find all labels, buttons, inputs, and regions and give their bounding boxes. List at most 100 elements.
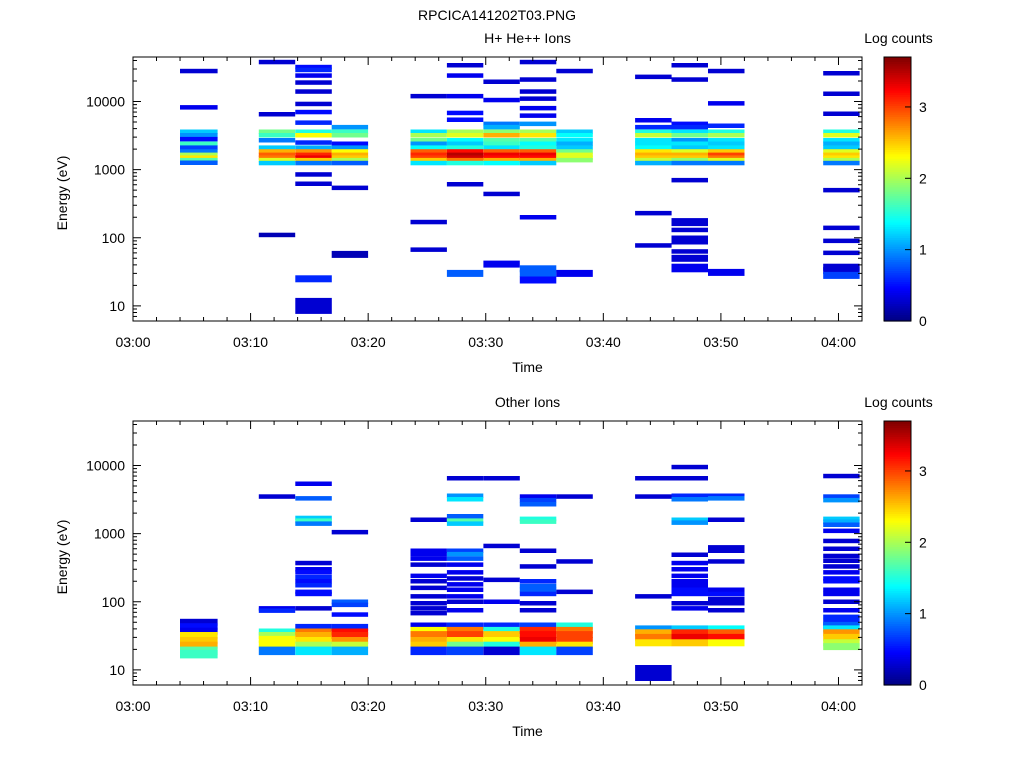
colorbar-segment xyxy=(884,509,911,512)
y-axis: 10 100 1000 10000 xyxy=(86,423,862,686)
cell-c5-b9 xyxy=(446,562,484,567)
cell-c2-b7 xyxy=(295,120,332,125)
colorbar-segment xyxy=(884,131,911,135)
colorbar-segment xyxy=(884,550,911,554)
cell-c12-b4 xyxy=(823,133,860,138)
cell-c6-b1 xyxy=(483,543,520,549)
y-tick-label: 10000 xyxy=(86,458,125,474)
colorbar-segment xyxy=(884,544,911,547)
cell-c4-b2 xyxy=(410,551,447,557)
cell-c7-b14 xyxy=(519,626,557,634)
colorbar-segment xyxy=(884,616,911,620)
colorbar-segment xyxy=(884,502,911,506)
cell-c10-b3 xyxy=(671,497,708,502)
colorbar-segment xyxy=(884,575,911,578)
colorbar-segment xyxy=(884,599,911,602)
x-axis-label: Time xyxy=(512,359,543,375)
colorbar-segment xyxy=(884,482,911,486)
colorbar-segment xyxy=(884,206,911,210)
cell-c0-b2 xyxy=(180,627,218,635)
cell-c5-b3 xyxy=(446,110,484,116)
colorbar-segment xyxy=(884,138,911,142)
colorbar-segment xyxy=(884,68,911,71)
x-tick-label: 03:20 xyxy=(351,334,386,350)
cell-c4-b7 xyxy=(410,585,447,591)
cell-c2-b4 xyxy=(295,521,332,526)
y-tick-label: 10000 xyxy=(86,94,125,110)
cell-c5-b19 xyxy=(446,631,484,639)
cell-c4-b9 xyxy=(410,157,447,163)
colorbar-segment xyxy=(884,63,911,67)
cell-c0-b7 xyxy=(180,649,218,659)
colorbar-tick-label: 3 xyxy=(919,99,927,115)
x-tick-label: 03:30 xyxy=(468,698,503,714)
cell-c10-b18 xyxy=(671,633,708,641)
x-tick-label: 03:40 xyxy=(586,334,621,350)
x-tick-label: 03:20 xyxy=(351,698,386,714)
cell-c10-b12 xyxy=(671,157,708,163)
colorbar-segment xyxy=(884,228,911,232)
cell-c10-b3 xyxy=(671,124,708,130)
colorbar-segment xyxy=(884,277,911,280)
cell-c10-b9 xyxy=(671,573,708,579)
colorbar-segment xyxy=(884,74,911,78)
cell-c5-b4 xyxy=(446,518,484,523)
cell-c8-b0 xyxy=(556,68,593,74)
cell-c3-b2 xyxy=(331,602,369,608)
cell-c10-b7 xyxy=(671,560,708,566)
cell-c2-b10 xyxy=(295,583,332,588)
cell-c11-b14 xyxy=(708,639,745,647)
x-tick-label: 03:50 xyxy=(703,334,738,350)
plot-frame xyxy=(132,420,863,686)
cell-c7-b20 xyxy=(519,276,557,284)
cell-c4-b17 xyxy=(410,646,447,656)
figure-title: RPCICA141202T03.PNG xyxy=(418,7,576,23)
cell-c2-b14 xyxy=(295,155,332,160)
colorbar-segment xyxy=(884,636,911,640)
cell-c5-b10 xyxy=(446,570,484,575)
colorbar-segment xyxy=(884,577,911,580)
x-axis-label: Time xyxy=(512,723,543,739)
cell-c8-b6 xyxy=(556,637,593,644)
colorbar-segment xyxy=(884,70,911,73)
cell-c0-b7 xyxy=(180,149,218,154)
colorbar-segment xyxy=(884,255,911,258)
colorbar-segment xyxy=(884,235,911,238)
colorbar-segment xyxy=(884,197,911,201)
cell-c2-b18 xyxy=(295,181,332,186)
cell-c3-b11 xyxy=(331,250,369,258)
cell-c9-b5 xyxy=(635,138,672,143)
cell-c4-b6 xyxy=(410,149,447,154)
cell-c12-b17 xyxy=(823,599,860,604)
colorbar-segment xyxy=(884,680,911,684)
cell-c12-b18 xyxy=(823,608,860,613)
cell-c6-b14 xyxy=(483,191,520,197)
cell-c10-b10 xyxy=(671,152,708,158)
cell-c2-b18 xyxy=(295,641,332,649)
cell-c12-b25 xyxy=(823,639,860,647)
cell-c10-b8 xyxy=(671,145,708,150)
colorbar-segment xyxy=(884,425,911,429)
colorbar-label: Log counts xyxy=(864,394,933,410)
cell-c11-b1 xyxy=(708,101,745,106)
cell-c12-b15 xyxy=(823,238,860,244)
cell-c7-b4 xyxy=(519,105,557,111)
colorbar-segment xyxy=(884,462,911,466)
cell-c12-b3 xyxy=(823,516,860,522)
cell-c4-b1 xyxy=(410,129,447,134)
colorbar-segment xyxy=(884,449,911,453)
cell-c12-b8 xyxy=(823,149,860,154)
cell-c10-b17 xyxy=(671,629,708,637)
colorbar-segment xyxy=(884,643,911,646)
cell-c5-b12 xyxy=(446,582,484,587)
colorbar-segment xyxy=(884,465,911,468)
colorbar-segment xyxy=(884,592,911,596)
cell-c3-b9 xyxy=(331,646,369,656)
cell-c10-b6 xyxy=(671,552,708,557)
colorbar-segment xyxy=(884,579,911,583)
colorbar-segment xyxy=(884,285,911,289)
cell-c0-b6 xyxy=(180,145,218,150)
cell-c2-b9 xyxy=(295,133,332,138)
